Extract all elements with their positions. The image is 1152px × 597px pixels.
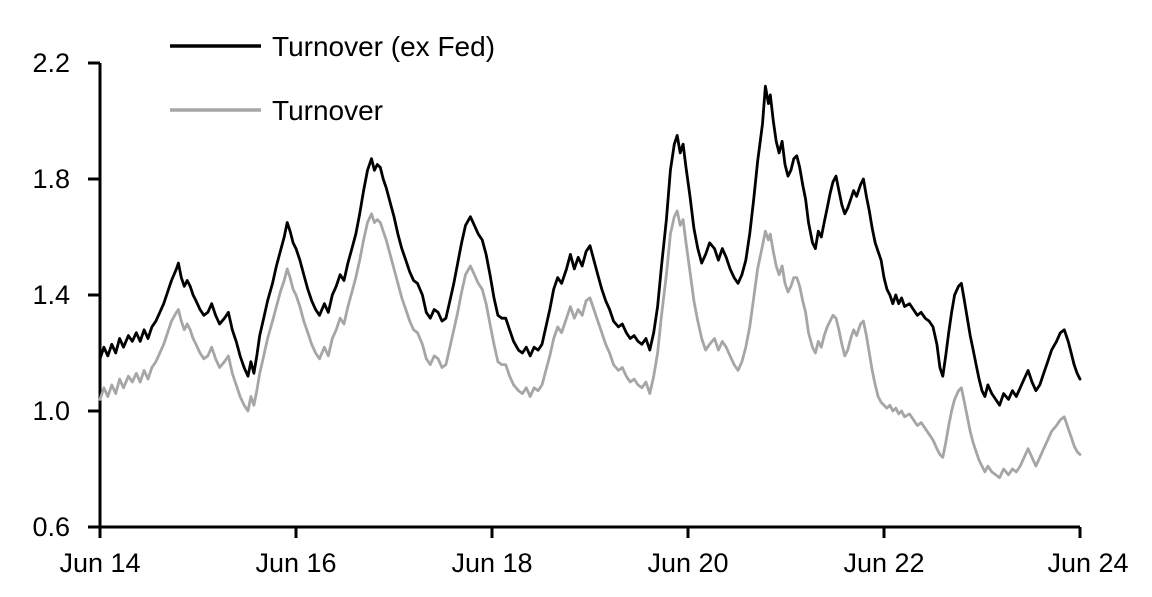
y-tick-label: 1.8	[32, 164, 70, 194]
legend-label-turnover-ex-fed: Turnover (ex Fed)	[272, 31, 495, 62]
y-tick-label: 2.2	[32, 48, 70, 78]
y-tick-label: 1.0	[32, 396, 70, 426]
x-tick-label: Jun 22	[843, 548, 924, 578]
series-line-turnover-ex-fed	[98, 84, 1082, 407]
x-tick-label: Jun 20	[647, 548, 728, 578]
legend-label-turnover: Turnover	[272, 95, 383, 126]
x-tick-label: Jun 18	[451, 548, 532, 578]
y-tick-label: 0.6	[32, 512, 70, 542]
x-tick-label: Jun 16	[255, 548, 336, 578]
y-tick-label: 1.4	[32, 280, 70, 310]
x-tick-label: Jun 24	[1047, 548, 1128, 578]
x-tick-label: Jun 14	[59, 548, 140, 578]
series-line-turnover	[98, 209, 1082, 480]
